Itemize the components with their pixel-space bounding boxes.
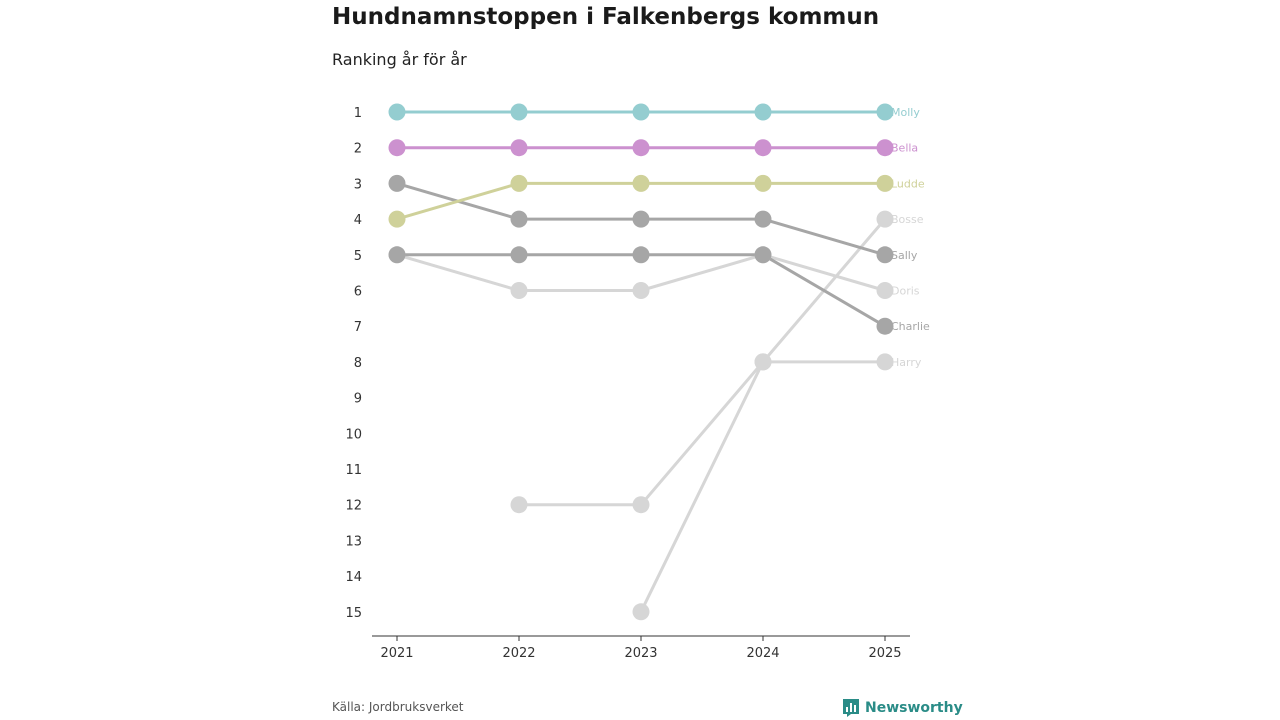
data-point-harry	[510, 496, 528, 514]
data-point-molly	[510, 103, 528, 121]
series-label-molly: Molly	[891, 106, 920, 119]
y-tick-label: 3	[354, 177, 362, 192]
data-point-molly	[754, 103, 772, 121]
y-tick-label: 12	[345, 499, 362, 514]
data-point-ludde	[510, 174, 528, 192]
chart-title: Hundnamnstoppen i Falkenbergs kommun	[332, 4, 880, 30]
data-point-charlie	[632, 246, 650, 264]
chart-subtitle: Ranking år för år	[332, 50, 467, 69]
data-point-sally	[510, 210, 528, 228]
y-tick-label: 6	[354, 285, 362, 300]
data-point-ludde	[632, 174, 650, 192]
data-point-doris	[632, 282, 650, 299]
newsworthy-icon	[843, 699, 859, 717]
data-point-ludde	[388, 210, 406, 228]
y-tick-label: 15	[345, 606, 362, 621]
brand-name: Newsworthy	[865, 700, 963, 716]
y-tick-label: 14	[345, 570, 362, 585]
data-point-molly	[876, 103, 894, 121]
series-line-harry	[517, 360, 887, 507]
data-point-bosse	[876, 210, 894, 228]
y-tick-label: 4	[354, 213, 362, 228]
data-point-charlie	[876, 317, 894, 335]
y-tick-label: 11	[345, 463, 362, 478]
data-point-bosse	[754, 353, 772, 371]
data-point-harry	[632, 496, 650, 514]
data-point-sally	[632, 210, 650, 228]
x-tick-label: 2024	[746, 646, 779, 661]
series-label-bella: Bella	[891, 142, 918, 155]
x-tick-label: 2022	[502, 646, 535, 661]
data-point-bella	[754, 139, 772, 157]
data-point-harry	[876, 353, 894, 371]
data-point-sally	[754, 210, 772, 228]
data-point-bella	[632, 139, 650, 157]
data-point-ludde	[754, 174, 772, 192]
series-label-ludde: Ludde	[891, 177, 925, 190]
data-point-sally	[876, 246, 894, 264]
series-label-doris: Doris	[891, 285, 920, 298]
data-point-bosse	[632, 603, 650, 621]
source-note: Källa: Jordbruksverket	[332, 700, 464, 714]
data-point-ludde	[876, 174, 894, 192]
y-tick-label: 9	[354, 392, 362, 407]
data-point-charlie	[388, 246, 406, 264]
data-point-doris	[510, 282, 528, 299]
x-tick-label: 2025	[868, 646, 901, 661]
data-point-doris	[876, 282, 894, 299]
data-point-molly	[388, 103, 406, 121]
series-label-bosse: Bosse	[891, 213, 924, 226]
series-label-sally: Sally	[891, 249, 918, 262]
y-tick-label: 5	[354, 249, 362, 264]
series-label-harry: Harry	[891, 356, 922, 369]
y-tick-label: 10	[345, 427, 362, 442]
y-tick-label: 13	[345, 534, 362, 549]
y-tick-label: 8	[354, 356, 362, 371]
data-point-molly	[632, 103, 650, 121]
y-tick-label: 1	[354, 106, 362, 121]
data-point-charlie	[754, 246, 772, 264]
data-point-charlie	[510, 246, 528, 264]
y-tick-label: 7	[354, 320, 362, 335]
y-tick-label: 2	[354, 142, 362, 157]
brand-logo: Newsworthy	[842, 698, 963, 718]
series-label-charlie: Charlie	[891, 320, 930, 333]
data-point-bella	[388, 139, 406, 157]
x-tick-label: 2023	[624, 646, 657, 661]
x-tick-label: 2021	[380, 646, 413, 661]
data-point-sally	[388, 174, 406, 192]
data-point-bella	[876, 139, 894, 157]
data-point-bella	[510, 139, 528, 157]
series-line-bosse	[639, 217, 887, 614]
